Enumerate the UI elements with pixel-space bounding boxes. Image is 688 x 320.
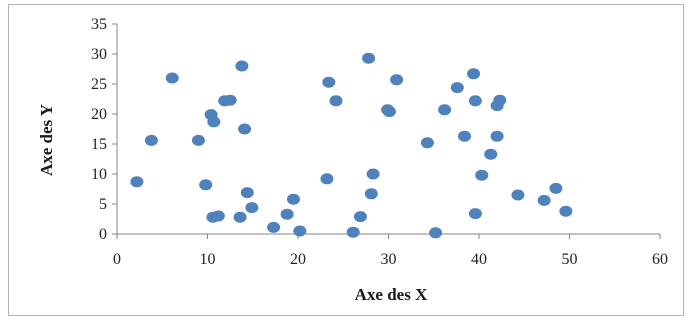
x-tick-label: 0 bbox=[113, 251, 121, 268]
y-tick-label: 10 bbox=[91, 166, 107, 183]
data-point bbox=[382, 106, 396, 118]
x-tick-label: 10 bbox=[200, 251, 216, 268]
data-point bbox=[490, 130, 504, 142]
data-point bbox=[458, 130, 472, 142]
data-point bbox=[475, 169, 489, 181]
data-point bbox=[346, 226, 360, 238]
data-point bbox=[493, 94, 507, 106]
data-point bbox=[364, 188, 378, 200]
axes bbox=[112, 23, 661, 239]
data-point bbox=[366, 168, 380, 180]
data-point bbox=[353, 211, 367, 223]
x-tick-label: 60 bbox=[652, 251, 668, 268]
data-point bbox=[484, 148, 498, 160]
data-point bbox=[130, 176, 144, 188]
data-point bbox=[280, 208, 294, 220]
data-point bbox=[223, 94, 237, 106]
x-tick-label: 40 bbox=[471, 251, 487, 268]
data-point bbox=[144, 134, 158, 146]
data-point bbox=[235, 60, 249, 72]
y-tick-label: 25 bbox=[91, 76, 107, 93]
data-point bbox=[537, 194, 551, 206]
y-tick-label: 15 bbox=[91, 136, 107, 153]
data-point bbox=[362, 52, 376, 64]
data-point bbox=[245, 202, 259, 214]
data-point bbox=[207, 116, 221, 128]
y-tick-label: 0 bbox=[99, 226, 107, 243]
data-point bbox=[211, 210, 225, 222]
y-tick-label: 5 bbox=[99, 196, 107, 213]
data-point bbox=[468, 95, 482, 107]
data-point bbox=[559, 205, 573, 217]
data-point bbox=[238, 123, 252, 135]
data-point bbox=[320, 173, 334, 185]
data-point bbox=[450, 82, 464, 94]
data-point bbox=[322, 76, 336, 88]
y-tick-labels: 0 5 10 15 20 25 30 35 bbox=[91, 16, 107, 243]
data-point bbox=[286, 193, 300, 205]
data-point bbox=[468, 208, 482, 220]
data-points bbox=[130, 52, 573, 239]
data-point bbox=[191, 134, 205, 146]
data-point bbox=[467, 68, 481, 80]
data-point bbox=[240, 187, 254, 199]
y-tick-label: 30 bbox=[91, 46, 107, 63]
y-tick-label: 20 bbox=[91, 106, 107, 123]
x-tick-label: 20 bbox=[290, 251, 306, 268]
data-point bbox=[165, 72, 179, 84]
data-point bbox=[549, 182, 563, 194]
data-point bbox=[199, 179, 213, 191]
data-point bbox=[429, 227, 443, 239]
y-tick-label: 35 bbox=[91, 16, 107, 33]
data-point bbox=[438, 104, 452, 116]
x-tick-label: 50 bbox=[562, 251, 578, 268]
chart-frame bbox=[8, 4, 684, 316]
data-point bbox=[233, 211, 247, 223]
data-point bbox=[293, 225, 307, 237]
y-axis-title: Axe des Y bbox=[37, 104, 56, 176]
data-point bbox=[511, 189, 525, 201]
data-point bbox=[420, 137, 434, 149]
x-tick-labels: 0 10 20 30 40 50 60 bbox=[113, 251, 668, 268]
x-tick-label: 30 bbox=[381, 251, 397, 268]
x-axis-title: Axe des X bbox=[355, 285, 428, 304]
data-point bbox=[390, 74, 404, 86]
data-point bbox=[329, 95, 343, 107]
data-point bbox=[267, 221, 281, 233]
